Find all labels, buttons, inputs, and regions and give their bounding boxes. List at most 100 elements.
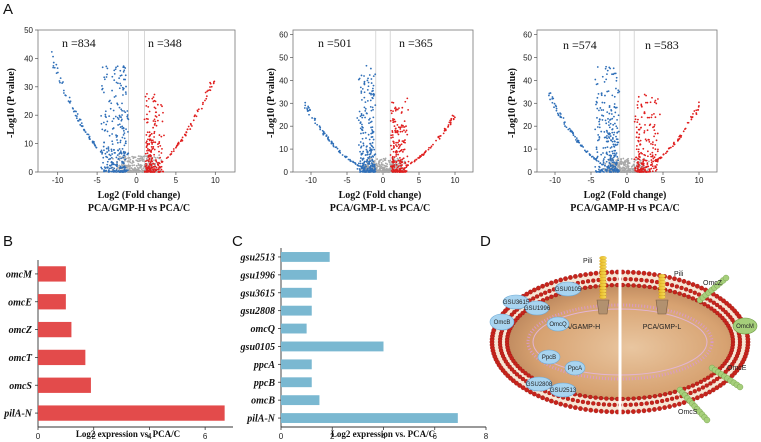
- volcano-point-up: [692, 112, 694, 115]
- volcano-point-down: [575, 138, 577, 141]
- volcano-3-points: [548, 65, 700, 173]
- volcano-point-up: [653, 156, 656, 159]
- volcano-point-up: [415, 158, 418, 161]
- volcano-point-down: [372, 108, 374, 111]
- bar-omcT: [38, 349, 86, 366]
- lipid-head-outer: [631, 409, 636, 414]
- volcano-point-down: [112, 163, 114, 166]
- volcano-point-down: [605, 151, 608, 154]
- volcano-point-down: [112, 117, 115, 120]
- volcano-point-down: [363, 96, 366, 99]
- lipid-head-outer-inner-leaflet: [644, 401, 649, 406]
- volcano-point-down: [124, 74, 127, 77]
- volcano-point-down: [615, 161, 618, 164]
- volcano-point-down: [603, 131, 606, 133]
- panel-letter-b: B: [3, 233, 13, 250]
- volcano-point-down: [122, 129, 125, 132]
- volcano-point-ns: [387, 171, 390, 173]
- volcano-point-up: [648, 116, 651, 119]
- volcano-point-up: [150, 139, 153, 142]
- volcano-point-down: [127, 130, 129, 133]
- volcano-point-down: [607, 121, 610, 123]
- volcano-point-up: [401, 158, 404, 161]
- volcano-point-down: [111, 143, 114, 146]
- lipid-head-inner: [715, 310, 720, 316]
- volcano-point-down: [114, 95, 117, 97]
- volcano-point-up: [646, 116, 649, 119]
- volcano-point-down: [307, 105, 310, 108]
- volcano-point-down: [327, 137, 329, 139]
- volcano-point-down: [111, 153, 114, 155]
- volcano-point-down: [374, 104, 377, 107]
- volcano-point-down: [101, 151, 104, 154]
- panel-letter-c: C: [232, 233, 243, 250]
- volcano-3-xtick-label: 5: [661, 176, 666, 185]
- volcano-point-up: [637, 118, 639, 121]
- volcano-point-up: [646, 155, 649, 158]
- bar-label-gsu2808: gsu2808: [240, 306, 275, 317]
- volcano-point-up: [654, 159, 657, 162]
- volcano-point-ns: [604, 162, 607, 165]
- volcano-point-down: [600, 94, 603, 97]
- volcano-point-up: [157, 164, 160, 167]
- volcano-point-down: [609, 67, 612, 70]
- volcano-point-up: [422, 153, 425, 156]
- volcano-point-down: [610, 113, 613, 115]
- lipid-head-inner: [667, 390, 673, 396]
- volcano-point-down: [616, 155, 619, 158]
- volcano-point-down: [616, 143, 619, 146]
- volcano-point-ns: [154, 157, 157, 159]
- volcano-point-ns: [131, 160, 134, 162]
- volcano-point-down: [599, 171, 602, 173]
- volcano-point-ns: [160, 159, 163, 162]
- volcano-point-up: [636, 169, 639, 172]
- volcano-point-up: [145, 99, 148, 102]
- volcano-point-down: [371, 97, 374, 100]
- lipid-head-outer: [568, 404, 573, 409]
- volcano-point-down: [611, 152, 614, 155]
- volcano-point-down: [52, 55, 54, 58]
- volcano-point-up: [155, 124, 158, 127]
- volcano-point-up: [389, 120, 392, 122]
- volcano-point-down: [367, 77, 369, 80]
- volcano-point-down: [357, 162, 360, 165]
- volcano-point-down: [609, 154, 612, 157]
- volcano-point-up: [161, 147, 163, 150]
- volcano-1-ytick-label: 20: [24, 111, 33, 120]
- volcano-point-down: [366, 145, 368, 147]
- volcano-2-n-down: n =501: [318, 36, 352, 50]
- volcano-point-down: [368, 155, 371, 158]
- volcano-point-up: [636, 167, 639, 170]
- volcano-point-ns: [138, 171, 140, 173]
- volcano-point-up: [153, 93, 156, 96]
- volcano-3-ylabel: -Log10 (P value): [507, 68, 518, 138]
- volcano-point-up: [389, 154, 392, 156]
- volcano-point-up: [153, 130, 156, 133]
- volcano-point-up: [392, 150, 395, 153]
- lipid-head-outer-inner-leaflet: [708, 298, 713, 303]
- volcano-point-up: [451, 114, 454, 117]
- lipid-head-outer: [536, 393, 541, 399]
- volcano-point-down: [372, 75, 375, 78]
- volcano-point-down: [118, 158, 120, 160]
- volcano-point-down: [360, 170, 363, 173]
- volcano-point-down: [371, 159, 373, 162]
- volcano-point-up: [392, 119, 394, 122]
- volcano-point-ns: [633, 165, 636, 168]
- volcano-point-down: [113, 72, 116, 75]
- volcano-point-down: [608, 106, 611, 109]
- volcano-point-up: [638, 123, 641, 126]
- volcano-point-ns: [627, 161, 630, 164]
- volcano-point-up: [398, 139, 401, 142]
- volcano-point-up: [406, 133, 409, 136]
- volcano-point-down: [123, 154, 126, 157]
- volcano-point-up: [149, 169, 152, 172]
- volcano-point-ns: [396, 157, 399, 160]
- label-pili-left: Pili: [583, 258, 593, 265]
- volcano-point-down: [369, 99, 372, 102]
- lipid-head-inner: [705, 304, 711, 309]
- volcano-point-down: [608, 112, 611, 115]
- volcano-point-down: [119, 165, 122, 168]
- bar-omcZ: [38, 321, 72, 338]
- volcano-point-ns: [141, 169, 144, 172]
